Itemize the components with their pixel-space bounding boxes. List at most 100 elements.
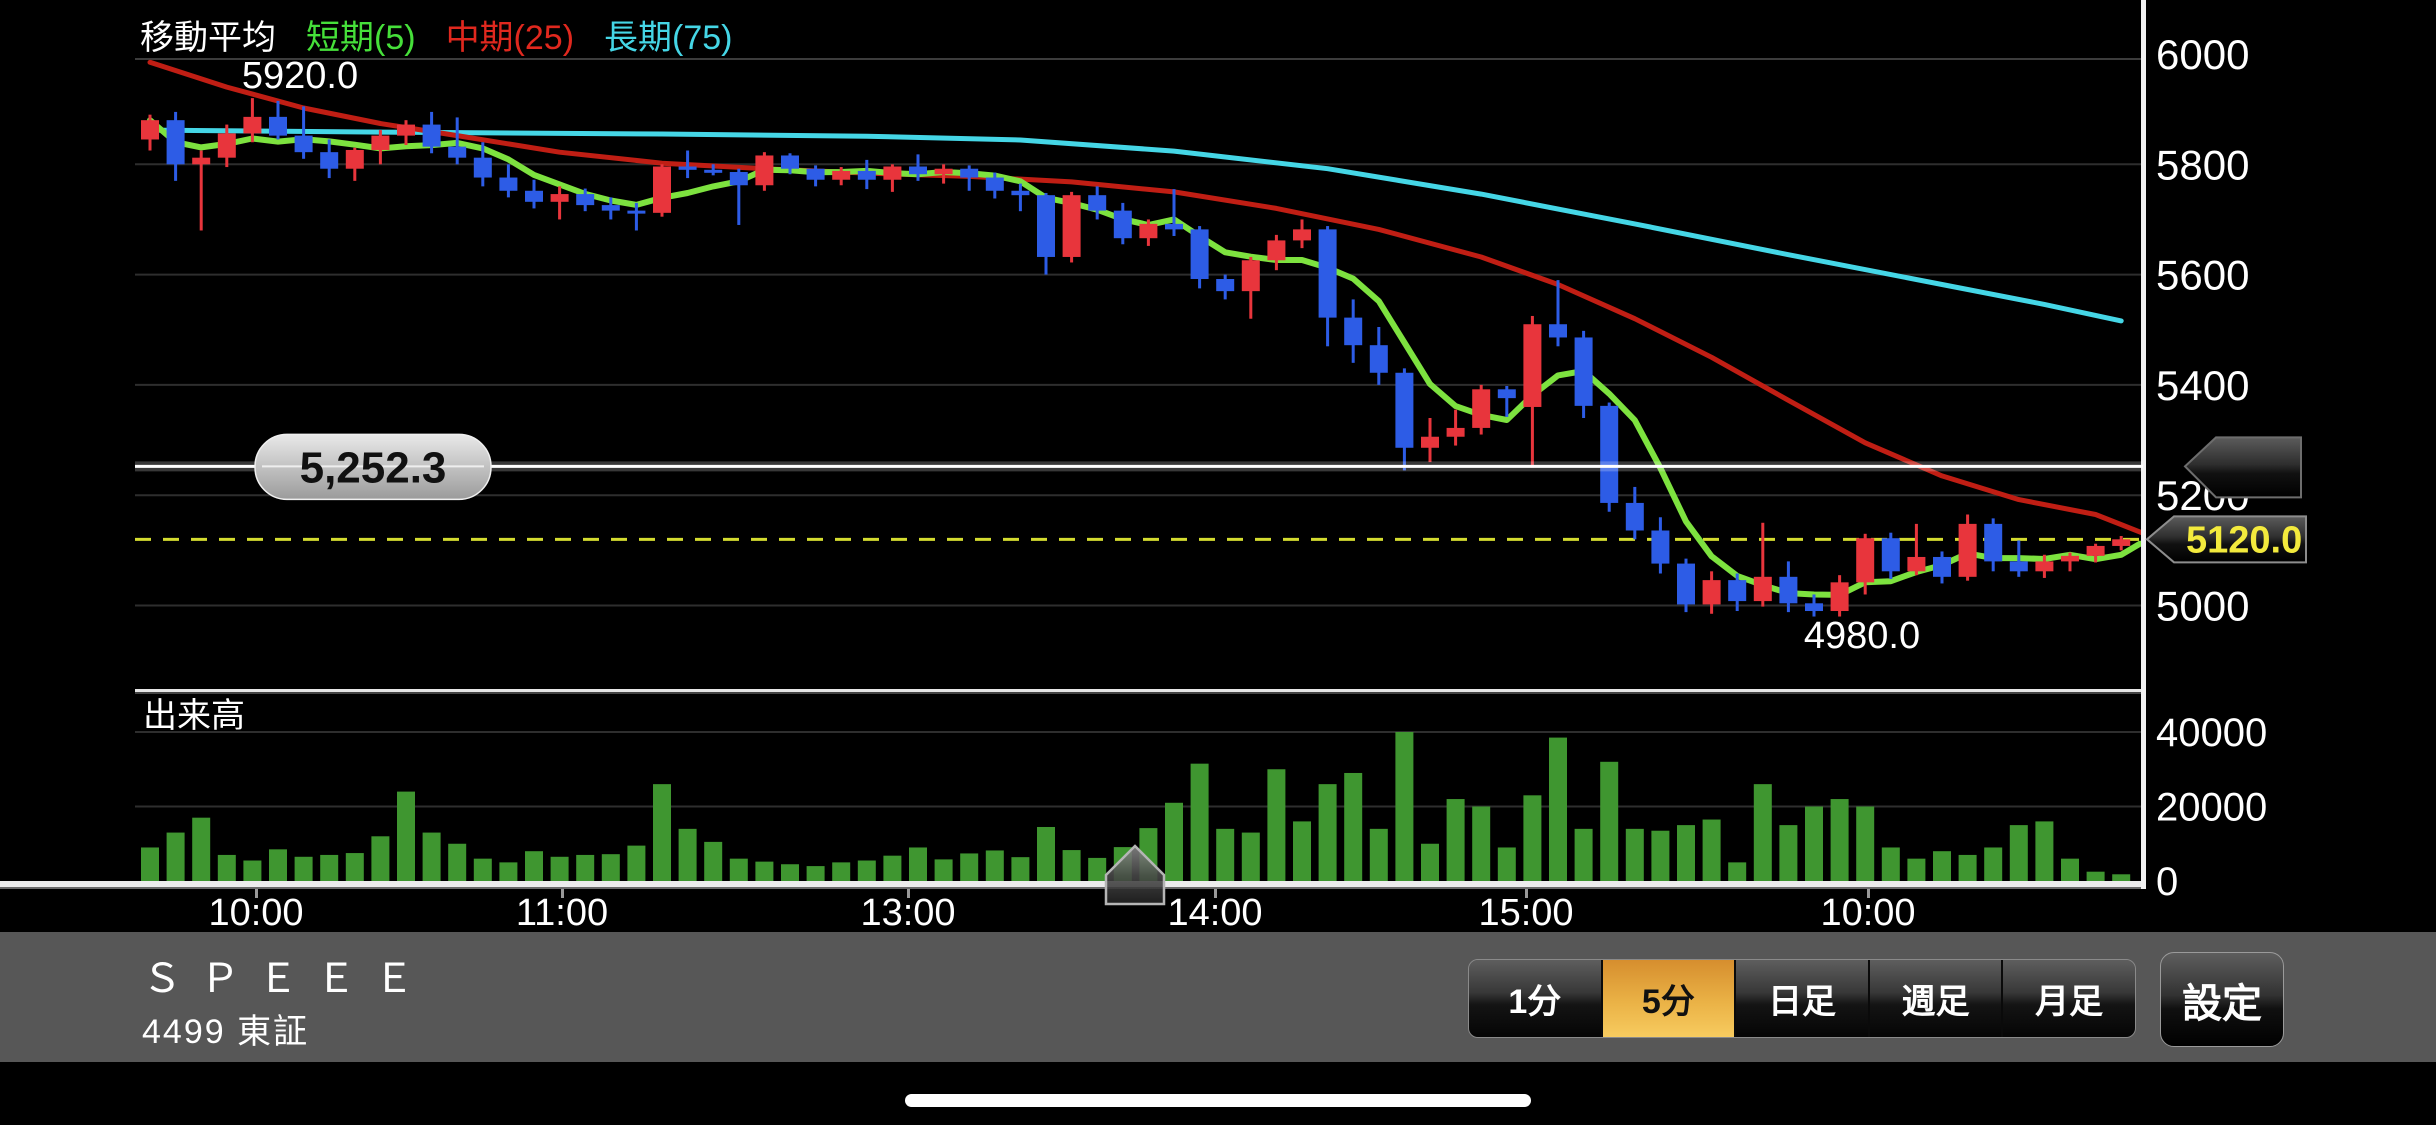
volume-bar [1881, 847, 1900, 881]
candle-down [1651, 530, 1670, 564]
volume-bar [371, 836, 390, 881]
timeline-slider-marker[interactable] [1104, 844, 1166, 906]
volume-bar [1574, 828, 1593, 881]
candle-down [525, 190, 543, 202]
low-price-annotation: 4980.0 [1804, 615, 1920, 657]
price-axis-label: 6000 [2156, 31, 2249, 78]
app-brand: ＳＰＥＥＥ [142, 957, 432, 1001]
candle-wick [737, 168, 741, 225]
volume-bar [1267, 769, 1286, 881]
volume-bar [1472, 806, 1491, 881]
volume-bar [1241, 832, 1260, 881]
price-axis-label: 5400 [2156, 362, 2249, 409]
settings-button[interactable]: 設定 [2160, 952, 2284, 1047]
candle-down [1549, 324, 1567, 338]
ma75-line [147, 127, 2124, 324]
candle-up [1062, 195, 1081, 257]
candle-wick [1556, 280, 1560, 347]
candle-wick [455, 117, 459, 165]
interval-button-4[interactable]: 月足 [2001, 960, 2135, 1037]
candle-wick [199, 150, 203, 231]
price-axis-label: 5000 [2156, 583, 2249, 630]
time-axis-label: 10:00 [208, 892, 303, 932]
candle-up [1446, 427, 1465, 437]
volume-bar [601, 854, 620, 881]
volume-bar [1344, 772, 1363, 881]
candle-up [2112, 539, 2131, 546]
volume-bar [397, 791, 415, 881]
volume-bar [1830, 799, 1849, 881]
candle-wick [2017, 540, 2021, 577]
volume-bar [1395, 732, 1414, 881]
candle-down [1933, 556, 1951, 577]
candle-up [192, 157, 211, 165]
legend-ma-0: 短期(5) [306, 19, 416, 57]
volume-bar [857, 860, 876, 881]
candle-down [781, 155, 799, 169]
time-axis-label: 11:00 [516, 892, 608, 932]
candle-wick [1914, 523, 1918, 576]
volume-bar [781, 864, 799, 881]
candle-up [1267, 240, 1286, 261]
legend-ma-1: 中期(25) [445, 19, 575, 57]
volume-bar [499, 862, 518, 881]
volume-bar [269, 849, 287, 881]
home-indicator[interactable] [905, 1094, 1531, 1107]
candle-up [397, 124, 415, 136]
candle-down [704, 169, 723, 173]
candle-up [1421, 436, 1439, 448]
candle-down [1318, 229, 1337, 318]
candle-wick [1761, 522, 1765, 607]
volume-bar [1165, 802, 1183, 881]
volume-bar [2086, 871, 2105, 881]
volume-bar [1523, 795, 1542, 881]
candle-down [729, 172, 748, 186]
high-price-annotation: 5920.0 [242, 55, 358, 97]
volume-bar [704, 841, 723, 881]
interval-button-2[interactable]: 日足 [1734, 960, 1868, 1037]
interval-button-0[interactable]: 1分 [1469, 960, 1601, 1037]
candle-up [883, 166, 902, 180]
candle-down [2009, 561, 2028, 572]
price-axis-label: 5800 [2156, 141, 2249, 188]
interval-button-1[interactable]: 5分 [1600, 960, 1735, 1037]
candle-down [1881, 538, 1900, 572]
chart-canvas[interactable]: 6000580056005400520050004000020000010:00… [0, 0, 2436, 932]
candle-down [857, 170, 876, 180]
volume-bar [729, 858, 748, 881]
current-price-tag-text: 5120.0 [2186, 519, 2302, 561]
candle-wick [1018, 183, 1022, 212]
candle-down [448, 146, 467, 158]
candle-wick [1505, 386, 1509, 417]
candle-down [1625, 502, 1644, 531]
candle-down [1344, 317, 1363, 346]
volume-bar [1856, 806, 1875, 881]
volume-bar [1549, 737, 1567, 881]
volume-bar [1062, 850, 1081, 881]
candle-down [576, 194, 595, 206]
candle-wick [2068, 552, 2072, 572]
candle-up [2061, 555, 2079, 562]
candle-down [985, 177, 1004, 191]
bottom-toolbar: ＳＰＥＥＥ 4499 東証 1分 5分 日足 週足 月足 設定 [0, 932, 2436, 1062]
candle-up [1241, 260, 1260, 292]
candle-wick [302, 106, 306, 159]
volume-bar [1216, 828, 1235, 881]
crosshair-axis-arrow-handle[interactable] [2183, 436, 2302, 499]
candle-down [269, 116, 287, 136]
candle-down [1369, 345, 1388, 373]
volume-bar [1318, 784, 1337, 881]
candle-down [320, 152, 339, 169]
volume-bar [806, 866, 825, 881]
volume-bar [141, 847, 159, 881]
candle-down [1600, 405, 1619, 503]
volume-axis-label: 0 [2156, 860, 2178, 904]
interval-button-3[interactable]: 週足 [1867, 960, 2002, 1037]
volume-bar [1011, 857, 1030, 881]
volume-bar [1293, 821, 1311, 881]
volume-bar [217, 854, 236, 881]
pane-separator [135, 689, 2143, 692]
volume-bar [1600, 761, 1619, 881]
candle-down [806, 168, 825, 180]
